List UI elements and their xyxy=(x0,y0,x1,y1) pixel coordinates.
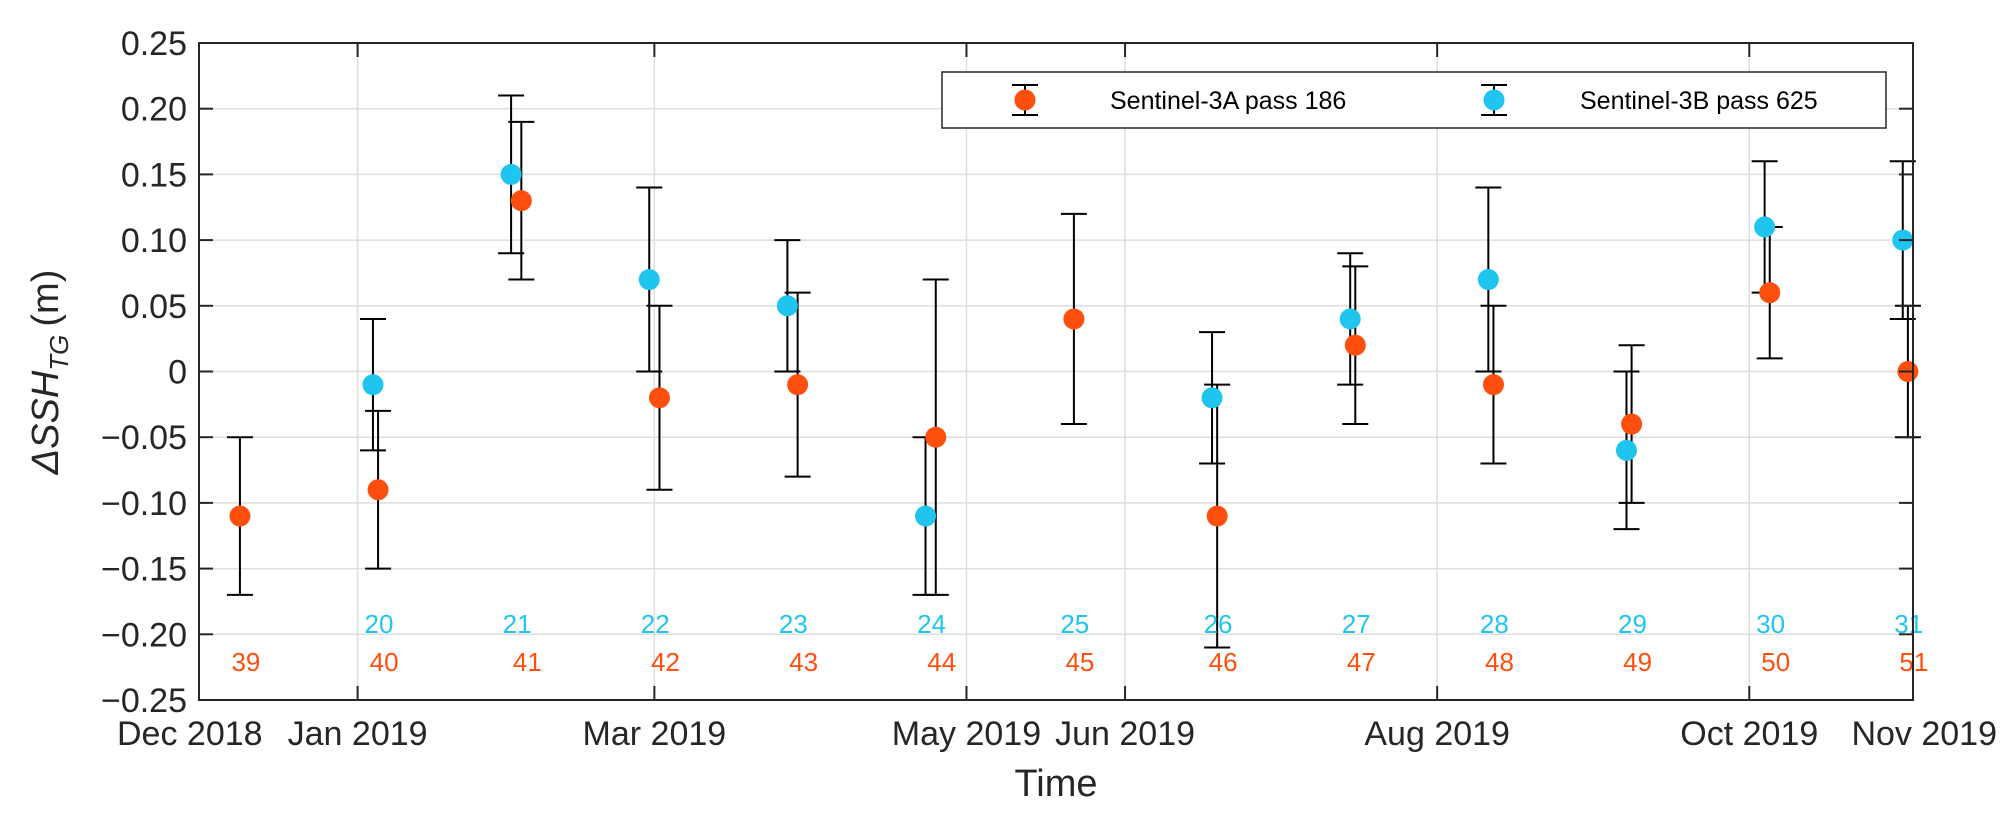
data-point-sentinel-3a-pass-186 xyxy=(510,190,532,212)
error-bars xyxy=(226,94,1921,649)
cycle-label: 27 xyxy=(1342,609,1371,639)
y-tick-label: 0.05 xyxy=(121,288,187,326)
cycle-label: 48 xyxy=(1485,647,1514,677)
data-point-sentinel-3a-pass-186 xyxy=(1063,308,1085,330)
y-axis-title-subscript: TG xyxy=(44,335,74,371)
data-point-sentinel-3b-pass-625 xyxy=(776,295,798,317)
data-point-sentinel-3a-pass-186 xyxy=(1344,334,1366,356)
data-point-sentinel-3b-pass-625 xyxy=(915,505,937,527)
axis-ticks xyxy=(198,42,1914,701)
data-point-sentinel-3a-pass-186 xyxy=(1759,282,1781,304)
x-tick-label: Jan 2019 xyxy=(288,715,428,753)
data-point-sentinel-3b-pass-625 xyxy=(638,269,660,291)
legend-entry-sentinel-3b-pass-625: Sentinel-3B pass 625 xyxy=(1481,84,1818,116)
tick-labels: −0.25 −0.20 −0.15 −0.10 −0.05 0 0.05 0.10 0.15 0.… xyxy=(101,25,1997,753)
cycle-label: 26 xyxy=(1204,609,1233,639)
cycle-label: 40 xyxy=(370,647,399,677)
cycle-label: 49 xyxy=(1623,647,1652,677)
y-tick-label: 0.10 xyxy=(121,222,187,260)
cycle-label: 30 xyxy=(1756,609,1785,639)
legend-marker xyxy=(1014,89,1036,111)
cycle-label: 25 xyxy=(1060,609,1089,639)
y-tick-label: −0.25 xyxy=(101,682,187,720)
cycle-label: 28 xyxy=(1480,609,1509,639)
x-tick-label: Oct 2019 xyxy=(1680,715,1818,753)
data-point-sentinel-3a-pass-186 xyxy=(229,505,251,527)
legend-label: Sentinel-3A pass 186 xyxy=(1110,87,1346,115)
data-point-sentinel-3b-pass-625 xyxy=(1754,216,1776,238)
data-point-sentinel-3b-pass-625 xyxy=(1201,387,1223,409)
cycle-label: 41 xyxy=(513,647,542,677)
legend-box xyxy=(941,71,1887,129)
cycle-label: 47 xyxy=(1347,647,1376,677)
grid xyxy=(198,42,1914,701)
cycle-label: 45 xyxy=(1065,647,1094,677)
cycle-label: 24 xyxy=(917,609,946,639)
data-markers xyxy=(229,163,1919,527)
y-tick-label: −0.15 xyxy=(101,551,187,589)
y-tick-label: −0.05 xyxy=(101,419,187,457)
cycle-label: 43 xyxy=(789,647,818,677)
y-axis-title-prefix: ΔSSH xyxy=(25,370,67,475)
data-point-sentinel-3b-pass-625 xyxy=(500,163,522,185)
x-tick-label: Nov 2019 xyxy=(1851,715,1997,753)
data-point-sentinel-3b-pass-625 xyxy=(1615,439,1637,461)
cycle-label: 21 xyxy=(503,609,532,639)
legend-label: Sentinel-3B pass 625 xyxy=(1580,87,1818,115)
legend-marker xyxy=(1483,89,1505,111)
data-point-sentinel-3a-pass-186 xyxy=(925,426,947,448)
x-tick-label: Aug 2019 xyxy=(1364,715,1510,753)
y-tick-label: 0 xyxy=(168,354,187,392)
x-tick-label: Mar 2019 xyxy=(583,715,727,753)
data-point-sentinel-3a-pass-186 xyxy=(648,387,670,409)
y-tick-label: −0.20 xyxy=(101,616,187,654)
data-point-sentinel-3b-pass-625 xyxy=(362,374,384,396)
data-point-sentinel-3b-pass-625 xyxy=(1477,269,1499,291)
legend: Sentinel-3A pass 186 Sentinel-3B pass 625 xyxy=(941,71,1887,129)
cycle-label: 50 xyxy=(1761,647,1790,677)
data-point-sentinel-3a-pass-186 xyxy=(787,374,809,396)
x-tick-label: Dec 2018 xyxy=(117,715,263,753)
cycle-label: 44 xyxy=(927,647,956,677)
cycle-label: 20 xyxy=(364,609,393,639)
y-tick-label: 0.20 xyxy=(121,91,187,129)
cycle-label: 42 xyxy=(651,647,680,677)
cycle-label: 22 xyxy=(641,609,670,639)
y-tick-label: 0.25 xyxy=(121,25,187,63)
legend-entry-sentinel-3a-pass-186: Sentinel-3A pass 186 xyxy=(1012,84,1346,116)
cycle-label: 39 xyxy=(231,647,260,677)
y-axis-title-unit: (m) xyxy=(25,270,67,327)
x-tick-label: May 2019 xyxy=(892,715,1041,753)
cycle-label: 23 xyxy=(779,609,808,639)
y-tick-label: 0.15 xyxy=(121,156,187,194)
x-tick-label: Jun 2019 xyxy=(1055,715,1195,753)
data-point-sentinel-3a-pass-186 xyxy=(367,479,389,501)
x-axis-title: Time xyxy=(1014,763,1097,805)
y-tick-label: −0.10 xyxy=(101,485,187,523)
data-point-sentinel-3a-pass-186 xyxy=(1482,374,1504,396)
data-point-sentinel-3a-pass-186 xyxy=(1206,505,1228,527)
cycle-label: 29 xyxy=(1618,609,1647,639)
data-point-sentinel-3b-pass-625 xyxy=(1339,308,1361,330)
data-point-sentinel-3a-pass-186 xyxy=(1621,413,1643,435)
y-axis-title: ΔSSHTG (m) xyxy=(25,270,74,476)
cycle-label: 46 xyxy=(1209,647,1238,677)
